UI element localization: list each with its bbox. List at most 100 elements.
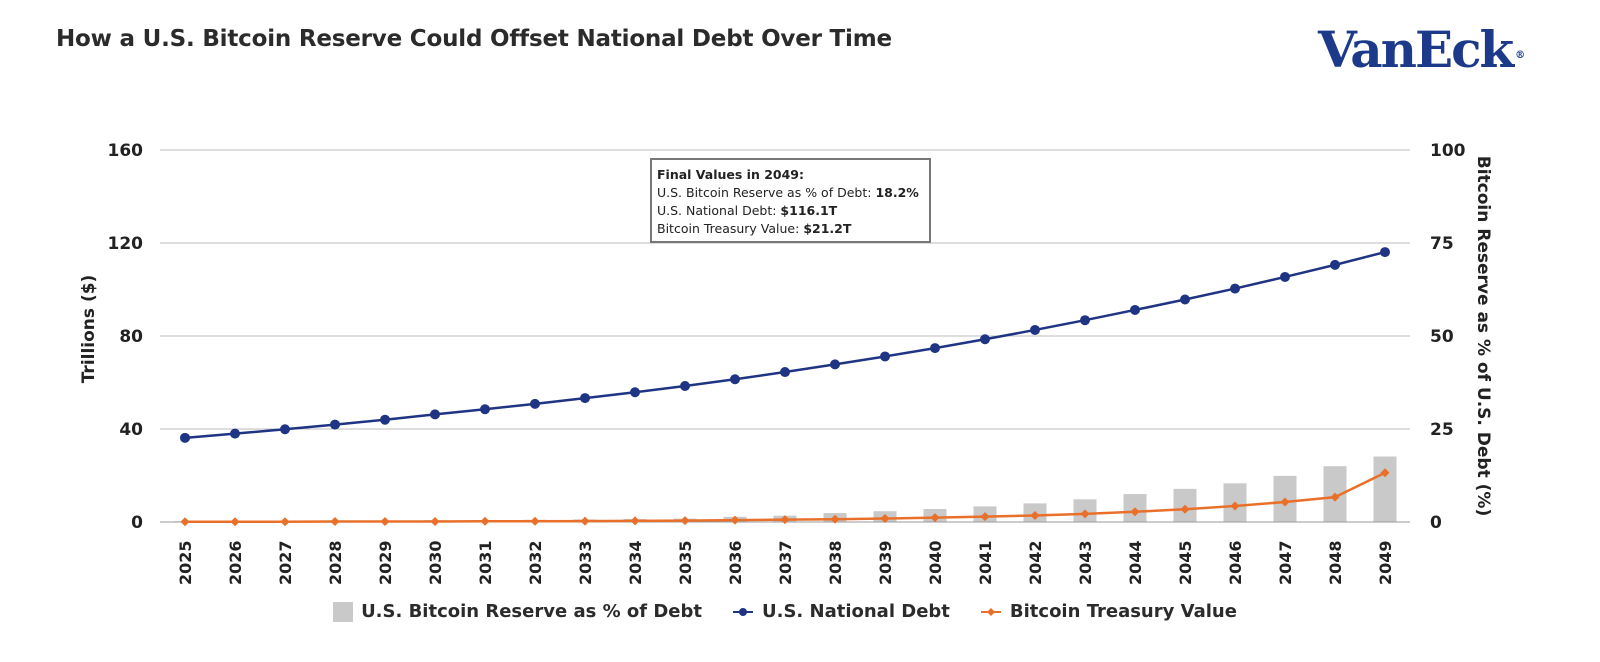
x-tick-label: 2047 <box>1276 540 1295 585</box>
point-national-debt <box>730 374 740 385</box>
point-bitcoin-treasury <box>1080 509 1090 519</box>
x-tick-label: 2038 <box>826 540 845 585</box>
y-tick-label-left: 0 <box>131 513 143 533</box>
legend-item-treasury-value: Bitcoin Treasury Value <box>980 601 1237 622</box>
point-national-debt <box>1130 304 1140 315</box>
point-bitcoin-treasury <box>280 517 290 527</box>
x-tick-label: 2032 <box>526 540 545 585</box>
point-national-debt <box>380 414 390 425</box>
x-tick-label: 2030 <box>426 540 445 585</box>
x-tick-label: 2027 <box>276 540 295 585</box>
y-tick-label-right: 75 <box>1430 234 1454 254</box>
x-tick-label: 2043 <box>1076 540 1095 585</box>
point-national-debt <box>480 404 490 415</box>
point-national-debt <box>980 334 990 345</box>
x-tick-label: 2031 <box>476 540 495 585</box>
point-bitcoin-treasury <box>1380 468 1390 478</box>
point-bitcoin-treasury <box>680 516 690 526</box>
legend-label-treasury-value: Bitcoin Treasury Value <box>1009 601 1237 622</box>
x-tick-label: 2045 <box>1176 540 1195 585</box>
annotation-line-treasury-value: Bitcoin Treasury Value: $21.2T <box>657 221 852 236</box>
vaneck-logo: VanEck ® <box>1318 20 1526 79</box>
point-bitcoin-treasury <box>1130 507 1140 517</box>
legend-circle-line-swatch <box>732 607 753 616</box>
point-bitcoin-treasury <box>980 512 990 522</box>
x-tick-label: 2036 <box>726 540 745 585</box>
annotation-line-national-debt: U.S. National Debt: $116.1T <box>657 203 838 218</box>
legend-diamond-line-swatch <box>980 607 1001 616</box>
point-national-debt <box>680 380 690 391</box>
x-tick-label: 2033 <box>576 540 595 585</box>
y-axis-title-left: Trillions ($) <box>79 275 99 384</box>
point-bitcoin-treasury <box>730 515 740 525</box>
point-national-debt <box>180 432 190 443</box>
point-national-debt <box>280 424 290 435</box>
point-national-debt <box>330 419 340 430</box>
y-tick-label-right: 0 <box>1430 513 1442 533</box>
annotation-line-reserve-pct: U.S. Bitcoin Reserve as % of Debt: 18.2% <box>657 185 919 200</box>
y-axis-title-right: Bitcoin Reserve as % of U.S. Debt (%) <box>1473 156 1493 516</box>
x-tick-label: 2040 <box>926 540 945 585</box>
x-tick-label: 2037 <box>776 540 795 585</box>
x-tick-label: 2046 <box>1226 540 1245 585</box>
point-national-debt <box>1380 247 1390 258</box>
y-tick-label-right: 100 <box>1430 141 1466 161</box>
y-tick-label-left: 40 <box>119 420 143 440</box>
x-tick-label: 2042 <box>1026 540 1045 585</box>
y-tick-label-right: 50 <box>1430 327 1454 347</box>
legend-item-national-debt: U.S. National Debt <box>732 601 950 622</box>
point-bitcoin-treasury <box>1230 501 1240 511</box>
point-bitcoin-treasury <box>630 516 640 526</box>
point-national-debt <box>830 359 840 370</box>
point-bitcoin-treasury <box>330 517 340 527</box>
point-bitcoin-treasury <box>930 513 940 523</box>
point-national-debt <box>1080 315 1090 326</box>
point-national-debt <box>430 409 440 420</box>
point-national-debt <box>630 387 640 398</box>
point-national-debt <box>230 428 240 439</box>
point-national-debt <box>1030 324 1040 335</box>
legend-item-reserve-pct: U.S. Bitcoin Reserve as % of Debt <box>333 601 702 622</box>
point-bitcoin-treasury <box>180 517 190 527</box>
x-tick-label: 2048 <box>1326 540 1345 585</box>
point-national-debt <box>1280 271 1290 282</box>
x-tick-label: 2029 <box>376 540 395 585</box>
x-tick-label: 2026 <box>226 540 245 585</box>
point-national-debt <box>1330 259 1340 270</box>
x-tick-label: 2049 <box>1376 540 1395 585</box>
legend-bar-swatch <box>333 601 354 622</box>
x-tick-label: 2025 <box>176 540 195 585</box>
point-bitcoin-treasury <box>1330 492 1340 502</box>
point-bitcoin-treasury <box>230 517 240 527</box>
y-tick-label-left: 120 <box>108 234 144 254</box>
point-national-debt <box>880 351 890 362</box>
x-tick-label: 2028 <box>326 540 345 585</box>
point-bitcoin-treasury <box>480 516 490 526</box>
y-tick-label-right: 25 <box>1430 420 1454 440</box>
point-bitcoin-treasury <box>830 514 840 524</box>
annotation-heading: Final Values in 2049: <box>657 167 804 182</box>
point-bitcoin-treasury <box>580 516 590 526</box>
point-national-debt <box>1230 283 1240 294</box>
point-bitcoin-treasury <box>780 515 790 525</box>
point-bitcoin-treasury <box>1180 504 1190 514</box>
point-national-debt <box>530 398 540 409</box>
point-bitcoin-treasury <box>430 517 440 527</box>
chart-legend: U.S. Bitcoin Reserve as % of Debt U.S. N… <box>0 601 1570 622</box>
point-national-debt <box>580 393 590 404</box>
point-national-debt <box>930 343 940 354</box>
y-tick-label-left: 80 <box>119 327 143 347</box>
x-tick-label: 2044 <box>1126 540 1145 585</box>
line-bitcoin-treasury <box>185 471 1386 524</box>
legend-label-reserve-pct: U.S. Bitcoin Reserve as % of Debt <box>361 601 702 622</box>
x-tick-label: 2034 <box>626 540 645 585</box>
bar-reserve-pct <box>1373 456 1397 522</box>
point-bitcoin-treasury <box>530 516 540 526</box>
point-bitcoin-treasury <box>1030 510 1040 520</box>
legend-label-national-debt: U.S. National Debt <box>761 601 950 622</box>
final-values-annotation: Final Values in 2049: U.S. Bitcoin Reser… <box>650 158 931 243</box>
x-tick-label: 2035 <box>676 540 695 585</box>
point-bitcoin-treasury <box>880 514 890 524</box>
